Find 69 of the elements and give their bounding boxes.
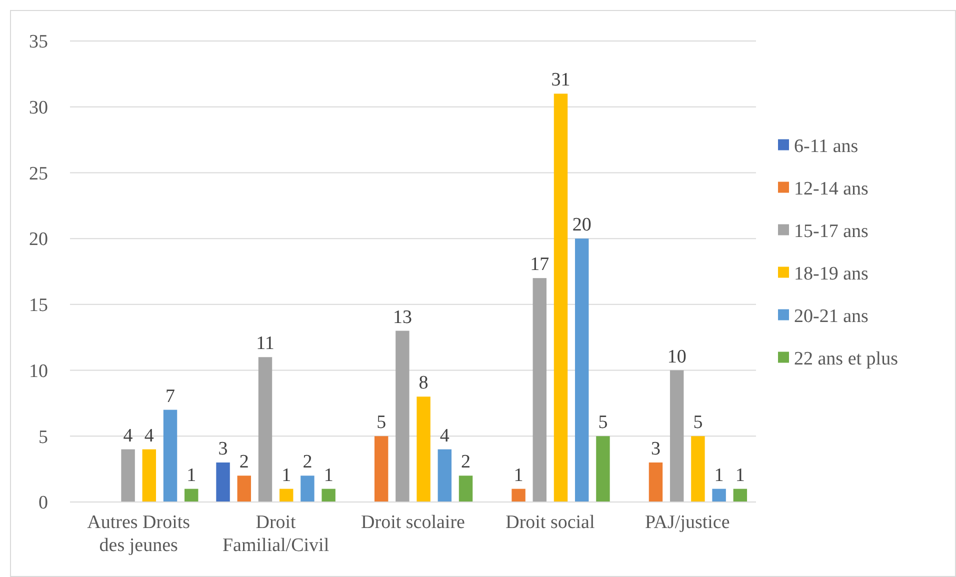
bar [300, 476, 314, 502]
y-tick-label: 20 [29, 229, 48, 250]
legend-label: 18-19 ans [794, 263, 868, 284]
y-tick-label: 15 [29, 295, 48, 316]
legend-label: 20-21 ans [794, 306, 868, 327]
bar [184, 488, 198, 502]
data-label: 4 [123, 425, 134, 446]
data-label: 1 [324, 464, 334, 486]
data-label: 10 [667, 346, 686, 368]
data-label: 1 [735, 464, 745, 486]
y-tick-label: 10 [29, 360, 48, 382]
bar [279, 488, 294, 502]
data-label: 5 [376, 412, 386, 434]
legend-label: 22 ans et plus [794, 348, 898, 370]
bar [258, 357, 272, 502]
bar [458, 476, 473, 502]
bar [575, 238, 589, 502]
y-tick-label: 25 [29, 163, 48, 184]
bar [322, 488, 336, 502]
data-label: 1 [282, 464, 292, 486]
data-label: 7 [166, 386, 176, 407]
bar [670, 370, 684, 502]
data-label: 8 [418, 372, 428, 394]
x-tick-label: Droit scolaire [361, 512, 465, 533]
x-tick-label: PAJ/justice [644, 512, 730, 533]
data-label: 3 [650, 438, 660, 460]
bar [648, 462, 663, 502]
bar [554, 94, 568, 502]
y-tick-label: 30 [29, 98, 48, 119]
x-tick-label: Droit social [506, 512, 595, 533]
bar [512, 488, 526, 502]
bar [216, 462, 230, 502]
data-label: 3 [218, 438, 228, 460]
bar [396, 330, 410, 502]
bar [142, 449, 156, 502]
data-label: 2 [239, 452, 249, 473]
bar [691, 436, 705, 502]
data-label: 4 [440, 425, 450, 446]
y-tick-label: 0 [38, 492, 48, 514]
y-tick-label: 35 [29, 32, 48, 53]
data-label: 1 [714, 464, 724, 486]
y-tick-label: 5 [38, 426, 48, 448]
legend-label: 12-14 ans [794, 178, 868, 200]
bar [163, 410, 178, 502]
bar [712, 488, 726, 502]
bar [532, 278, 547, 502]
data-label: 13 [392, 306, 412, 328]
data-label: 5 [598, 412, 608, 434]
bar [733, 488, 748, 502]
data-label: 20 [572, 214, 592, 236]
bar [416, 396, 430, 502]
data-label: 31 [551, 70, 570, 91]
bar [438, 449, 452, 502]
bar [237, 476, 251, 502]
legend-label: 6-11 ans [794, 136, 858, 157]
x-tick-label: Droit Familial/Civil [222, 512, 330, 556]
x-tick-label: Autres Droits des jeunes [87, 512, 190, 556]
data-label: 1 [186, 464, 196, 486]
data-label: 1 [514, 464, 524, 486]
data-label: 5 [693, 412, 703, 434]
bar [121, 449, 135, 502]
bar [596, 436, 610, 502]
data-label: 2 [461, 452, 471, 473]
data-label: 17 [530, 254, 550, 276]
legend-label: 15-17 ans [794, 220, 868, 242]
bar [374, 436, 388, 502]
data-label: 4 [144, 425, 154, 446]
data-label: 2 [302, 452, 312, 473]
data-label: 11 [256, 333, 274, 354]
